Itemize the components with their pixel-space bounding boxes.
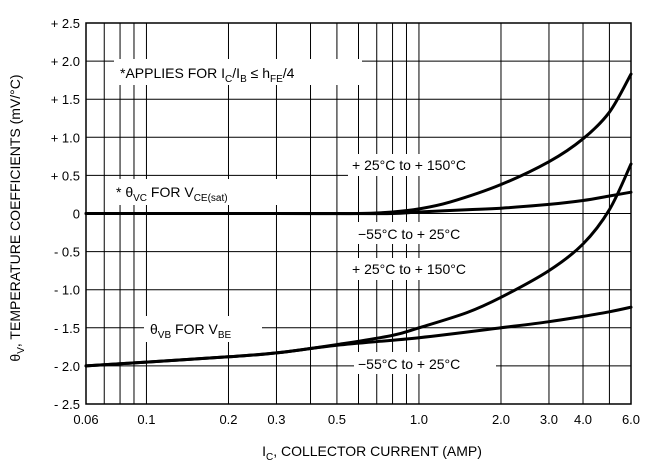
y-tick-label: - 0.5	[54, 245, 80, 260]
y-tick-label: + 2.5	[51, 16, 80, 31]
y-tick-label: + 1.0	[51, 130, 80, 145]
vc-cold-curve	[84, 190, 633, 216]
curve-layer	[84, 72, 633, 368]
vc-hot-range-label: + 25°C to + 150°C	[352, 157, 466, 173]
theta-vc-label-bg	[110, 179, 290, 205]
theta-vc-label: * θVC FOR VCE(sat)	[116, 184, 228, 204]
applies-note-bg	[114, 59, 362, 85]
x-axis-title: IC, COLLECTOR CURRENT (AMP)	[262, 443, 482, 463]
y-tick-label: - 2.0	[54, 359, 80, 374]
plot-frame	[85, 22, 632, 405]
y-tick-label: - 1.0	[54, 283, 80, 298]
y-tick-label: - 2.5	[54, 397, 80, 412]
annotation-layer: *APPLIES FOR IC/IB ≤ hFE/4 * θVC FOR VCE…	[110, 59, 500, 374]
x-tick-label: 0.5	[328, 412, 346, 427]
x-tick-label: 0.3	[267, 412, 285, 427]
x-tick-label: 6.0	[622, 412, 640, 427]
y-axis-title: θV, TEMPERATURE COEFFICIENTS (mV/°C)	[7, 74, 27, 361]
y-tick-label: + 1.5	[51, 92, 80, 107]
theta-vb-label: θVB FOR VBE	[150, 321, 231, 341]
x-tick-label: 2.0	[492, 412, 510, 427]
x-tick-label: 0.06	[73, 412, 98, 427]
y-tick-label: - 1.5	[54, 321, 80, 336]
vb-cold-curve	[84, 305, 633, 368]
vb-hot-label-bg	[348, 258, 500, 280]
vc-hot-label-bg	[348, 154, 500, 176]
vc-cold-label-bg	[354, 222, 496, 244]
x-tick-label: 0.2	[219, 412, 237, 427]
x-tick-label: 3.0	[540, 412, 558, 427]
y-tick-label: 0	[73, 207, 80, 222]
tick-label-layer: + 2.5 + 2.0 + 1.5 + 1.0 + 0.5 0 - 0.5 - 1.0 - 1.…	[51, 16, 640, 427]
x-tick-label: 4.0	[574, 412, 592, 427]
vb-cold-label-bg	[354, 352, 496, 374]
x-tick-label: 0.1	[137, 412, 155, 427]
vb-hot-range-label: + 25°C to + 150°C	[352, 261, 466, 277]
theta-vb-label-bg	[144, 316, 262, 342]
vc-cold-range-label: −55°C to + 25°C	[358, 226, 460, 242]
y-tick-label: + 0.5	[51, 168, 80, 183]
applies-note: *APPLIES FOR IC/IB ≤ hFE/4	[120, 65, 295, 85]
x-tick-label: 1.0	[410, 412, 428, 427]
y-tick-label: + 2.0	[51, 54, 80, 69]
vb-cold-range-label: −55°C to + 25°C	[358, 356, 460, 372]
